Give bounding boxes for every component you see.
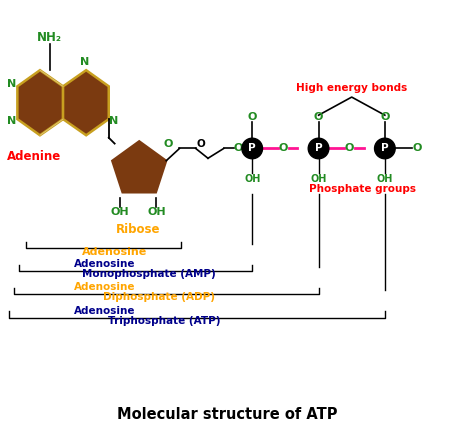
- Text: O: O: [163, 139, 173, 149]
- Text: OH: OH: [377, 174, 393, 184]
- Text: O: O: [196, 139, 205, 149]
- Text: Adenine: Adenine: [7, 150, 61, 163]
- Text: High energy bonds: High energy bonds: [296, 83, 407, 93]
- Polygon shape: [112, 141, 166, 193]
- Polygon shape: [18, 70, 63, 135]
- Text: O: O: [234, 143, 243, 153]
- Text: P: P: [315, 143, 322, 153]
- Text: O: O: [247, 111, 257, 122]
- Text: O: O: [314, 111, 323, 122]
- Text: Triphosphate (ATP): Triphosphate (ATP): [108, 316, 220, 326]
- Text: N: N: [109, 116, 118, 126]
- Text: O: O: [345, 143, 354, 153]
- Text: N: N: [7, 79, 16, 89]
- Text: OH: OH: [310, 174, 327, 184]
- Text: Phosphate groups: Phosphate groups: [309, 184, 416, 194]
- Text: Diphosphate (ADP): Diphosphate (ADP): [103, 292, 215, 302]
- Polygon shape: [63, 70, 109, 135]
- Text: O: O: [279, 143, 288, 153]
- Text: Ribose: Ribose: [116, 223, 161, 236]
- Text: P: P: [381, 143, 389, 153]
- Text: Adenosine: Adenosine: [74, 283, 136, 292]
- Circle shape: [374, 138, 395, 159]
- Text: O: O: [380, 111, 390, 122]
- Circle shape: [308, 138, 329, 159]
- Text: P: P: [248, 143, 256, 153]
- Text: OH: OH: [244, 174, 260, 184]
- Text: Adenosine: Adenosine: [82, 247, 147, 257]
- Text: Adenosine: Adenosine: [74, 306, 136, 316]
- Text: Monophosphate (AMP): Monophosphate (AMP): [82, 269, 216, 279]
- Text: Molecular structure of ATP: Molecular structure of ATP: [118, 407, 338, 422]
- Text: O: O: [412, 143, 421, 153]
- Text: N: N: [80, 57, 89, 67]
- Text: NH₂: NH₂: [37, 31, 62, 44]
- Text: OH: OH: [110, 207, 129, 217]
- Circle shape: [242, 138, 263, 159]
- Text: OH: OH: [147, 207, 166, 217]
- Text: N: N: [7, 116, 16, 126]
- Text: Adenosine: Adenosine: [74, 259, 136, 270]
